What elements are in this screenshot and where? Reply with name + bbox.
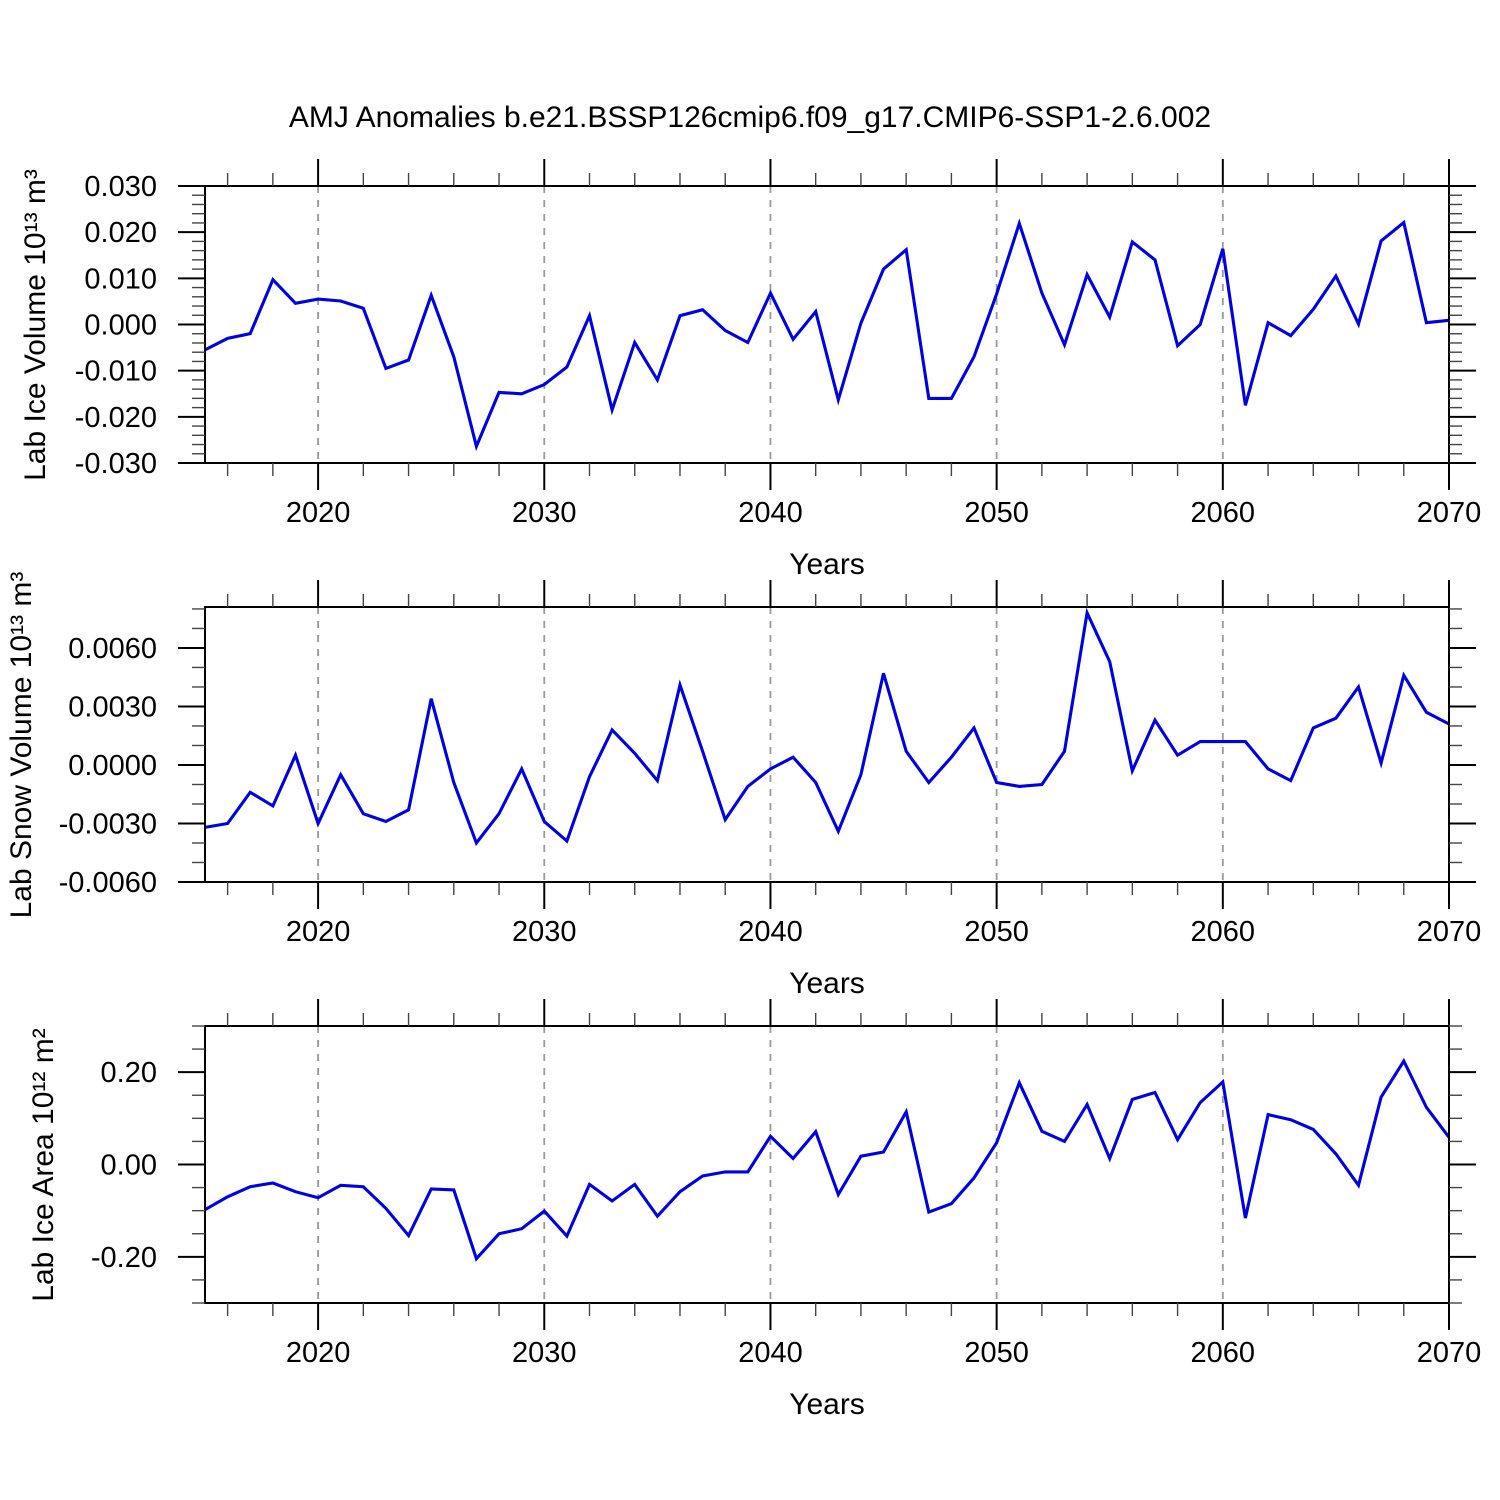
x-axis-label-years-1: Years [789, 548, 865, 581]
plot-1: 2020 2030 2040 2050 2060 2070 0.030 0.020 0.010 0… [75, 159, 1481, 529]
minor-ticks [192, 594, 1462, 895]
y-tick-label: 0.0000 [68, 750, 157, 782]
series-line [204, 607, 1450, 847]
y-tick-label: 0.00 [101, 1150, 157, 1182]
y-tick-label: -0.010 [75, 356, 157, 388]
y-tick-label: 0.030 [84, 171, 157, 203]
x-tick-label: 2070 [1417, 497, 1482, 529]
x-tick-label: 2060 [1191, 1337, 1256, 1369]
ticks [178, 159, 1476, 490]
x-tick-label: 2060 [1191, 916, 1256, 948]
x-tick-label: 2030 [512, 497, 577, 529]
plot-box [204, 606, 1450, 883]
y-tick-label: 0.0060 [68, 633, 157, 665]
y-tick-label: -0.020 [75, 402, 157, 434]
series-line [204, 1057, 1451, 1262]
gridlines [317, 607, 1224, 882]
x-tick-label: 2040 [738, 1337, 803, 1369]
x-tick-label: 2030 [512, 916, 577, 948]
x-tick-label: 2070 [1417, 1337, 1482, 1369]
y-tick-label: -0.20 [91, 1242, 157, 1274]
x-tick-label: 2040 [738, 497, 803, 529]
x-tick-label: 2050 [964, 497, 1029, 529]
y-tick-label: 0.010 [84, 263, 157, 295]
plot-2: 2020 2030 2040 2050 2060 2070 0.0060 0.0030 0.00… [59, 580, 1482, 948]
y-tick-label: -0.0030 [59, 808, 157, 840]
plot-box [204, 185, 1450, 464]
x-axis-label-years-3: Years [789, 1388, 865, 1421]
x-tick-label: 2020 [286, 497, 351, 529]
y-axis-label-ice-volume: Lab Ice Volume 10¹³ m³ [19, 169, 52, 481]
x-tick-label: 2050 [964, 1337, 1029, 1369]
y-tick-label: -0.0060 [59, 867, 157, 899]
minor-ticks [192, 1013, 1462, 1316]
tick-labels: 2020 2030 2040 2050 2060 2070 0.030 0.020 0.010 0… [75, 171, 1481, 529]
y-tick-label: 0.000 [84, 310, 157, 342]
x-tick-label: 2060 [1191, 497, 1256, 529]
y-tick-label: 0.020 [84, 217, 157, 249]
x-tick-label: 2020 [286, 1337, 351, 1369]
y-tick-label: 0.0030 [68, 691, 157, 723]
x-tick-label: 2050 [964, 916, 1029, 948]
figure-title: AMJ Anomalies b.e21.BSSP126cmip6.f09_g17… [288, 101, 1212, 134]
x-tick-label: 2030 [512, 1337, 577, 1369]
y-tick-label: -0.030 [75, 448, 157, 480]
tick-labels: 2020 2030 2040 2050 2060 2070 0.0060 0.0030 0.00… [59, 633, 1482, 948]
plot-3: 2020 2030 2040 2050 2060 2070 0.20 0.00 -0.20 [91, 999, 1481, 1369]
x-tick-label: 2070 [1417, 916, 1482, 948]
x-tick-label: 2020 [286, 916, 351, 948]
gridlines [317, 186, 1224, 463]
ticks [178, 999, 1476, 1330]
minor-ticks [192, 173, 1462, 476]
x-tick-label: 2040 [738, 916, 803, 948]
x-axis-label-years-2: Years [789, 967, 865, 1000]
y-tick-label: 0.20 [101, 1057, 157, 1089]
tick-labels: 2020 2030 2040 2050 2060 2070 0.20 0.00 -0.20 [91, 1057, 1481, 1369]
y-axis-label-snow-volume: Lab Snow Volume 10¹³ m³ [5, 571, 38, 919]
y-axis-label-ice-area: Lab Ice Area 10¹² m² [27, 1028, 60, 1302]
gridlines [317, 1026, 1224, 1303]
ticks [178, 580, 1476, 909]
series-line [204, 218, 1450, 452]
